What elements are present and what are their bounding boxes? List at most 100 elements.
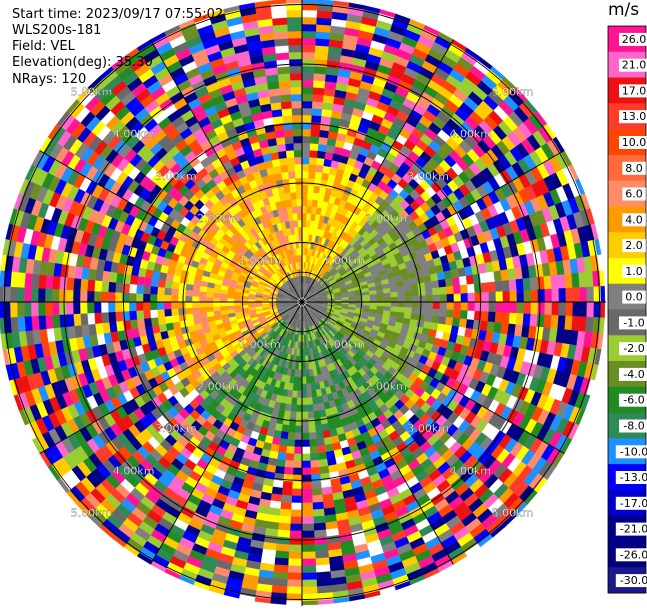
range-gate-cell xyxy=(107,301,116,313)
range-gate-cell xyxy=(59,314,68,328)
range-gate-cell xyxy=(314,543,329,552)
range-gate-cell xyxy=(362,294,371,299)
range-gate-cell xyxy=(291,495,303,504)
range-gate-cell xyxy=(362,301,371,306)
range-gate-cell xyxy=(312,494,324,503)
range-gate-cell xyxy=(308,164,317,172)
range-gate-cell xyxy=(301,411,309,420)
range-gate-cell xyxy=(307,411,315,419)
range-gate-cell xyxy=(307,178,316,186)
range-gate-cell xyxy=(459,310,468,320)
range-gate-cell xyxy=(376,293,385,299)
range-gate-cell xyxy=(397,291,406,298)
range-gate-cell xyxy=(185,289,193,297)
range-gate-cell xyxy=(383,292,392,298)
range-gate-cell xyxy=(301,149,311,158)
range-gate-cell xyxy=(291,488,303,497)
range-gate-cell xyxy=(311,487,323,496)
range-gate-cell xyxy=(44,301,53,316)
range-gate-cell xyxy=(320,416,328,425)
range-gate-cell xyxy=(390,291,399,298)
range-gate-cell xyxy=(178,282,187,290)
range-gate-cell xyxy=(431,315,440,324)
range-gate-cell xyxy=(45,274,54,290)
range-gate-cell xyxy=(128,301,137,312)
range-gate-cell xyxy=(404,296,413,303)
range-gate-cell xyxy=(198,301,207,308)
range-gate-cell xyxy=(451,317,461,328)
range-gate-cell xyxy=(282,480,293,489)
range-gate-cell xyxy=(292,467,303,476)
range-gate-cell xyxy=(390,296,399,303)
range-gate-cell xyxy=(171,288,179,296)
range-gate-cell xyxy=(317,451,328,461)
range-gate-cell xyxy=(307,185,315,193)
range-gate-cell xyxy=(418,307,426,316)
range-gate-cell xyxy=(317,150,326,159)
range-gate-cell xyxy=(94,312,103,324)
range-gate-cell xyxy=(274,557,289,566)
range-gate-cell xyxy=(301,586,318,595)
range-gate-cell xyxy=(579,286,588,303)
range-gate-cell xyxy=(390,306,399,313)
range-gate-cell xyxy=(301,177,309,186)
range-gate-cell xyxy=(473,283,482,294)
range-gate-cell xyxy=(600,285,606,303)
range-gate-cell xyxy=(410,283,419,291)
range-gate-cell xyxy=(557,315,566,330)
range-gate-cell xyxy=(579,301,588,318)
range-gate-cell xyxy=(322,429,331,439)
range-gate-cell xyxy=(439,309,447,318)
range-gate-cell xyxy=(157,279,166,288)
range-gate-cell xyxy=(416,276,425,284)
range-gate-cell xyxy=(164,280,173,289)
range-gate-cell xyxy=(453,309,461,319)
range-gate-cell xyxy=(558,288,567,303)
range-gate-cell xyxy=(301,446,311,455)
range-gate-cell xyxy=(157,309,165,318)
range-gate-cell xyxy=(16,301,25,318)
range-gate-cell xyxy=(515,278,524,291)
range-gate-cell xyxy=(529,277,538,291)
range-gate-cell xyxy=(142,301,151,311)
range-gate-cell xyxy=(551,301,560,316)
range-gate-cell xyxy=(0,301,4,319)
range-gate-cell xyxy=(397,306,406,313)
range-gate-cell xyxy=(295,411,303,420)
range-gate-cell xyxy=(311,108,323,117)
range-gate-cell xyxy=(205,306,214,313)
range-gate-cell xyxy=(170,294,179,303)
range-gate-cell xyxy=(417,282,426,290)
range-gate-cell xyxy=(315,564,331,573)
range-gate-cell xyxy=(509,290,518,303)
range-gate-cell xyxy=(453,301,462,311)
range-gate-cell xyxy=(290,502,303,511)
range-gate-cell xyxy=(93,290,102,303)
range-gate-cell xyxy=(301,558,316,567)
range-gate-cell xyxy=(149,293,158,303)
range-gate-cell xyxy=(572,301,581,317)
range-gate-cell xyxy=(314,52,329,61)
range-gate-cell xyxy=(164,315,173,324)
range-gate-cell xyxy=(272,578,288,587)
range-gate-cell xyxy=(309,150,319,158)
range-gate-cell xyxy=(522,277,531,291)
range-gate-cell xyxy=(280,501,292,510)
range-gate-cell xyxy=(315,38,330,47)
range-gate-cell xyxy=(93,301,102,314)
range-gate-cell xyxy=(536,276,545,290)
range-gate-cell xyxy=(586,301,595,318)
range-gate-cell xyxy=(311,389,318,398)
range-gate-cell xyxy=(404,290,412,297)
range-gate-cell xyxy=(307,192,314,200)
range-gate-cell xyxy=(205,291,214,298)
range-gate-cell xyxy=(438,316,447,325)
range-gate-cell xyxy=(278,515,291,524)
range-gate-cell xyxy=(293,453,303,462)
range-gate-cell xyxy=(9,286,18,303)
range-gate-cell xyxy=(142,293,151,303)
range-gate-cell xyxy=(424,314,433,323)
range-gate-cell xyxy=(585,271,594,288)
range-gate-cell xyxy=(178,307,186,316)
range-gate-cell xyxy=(301,383,307,392)
